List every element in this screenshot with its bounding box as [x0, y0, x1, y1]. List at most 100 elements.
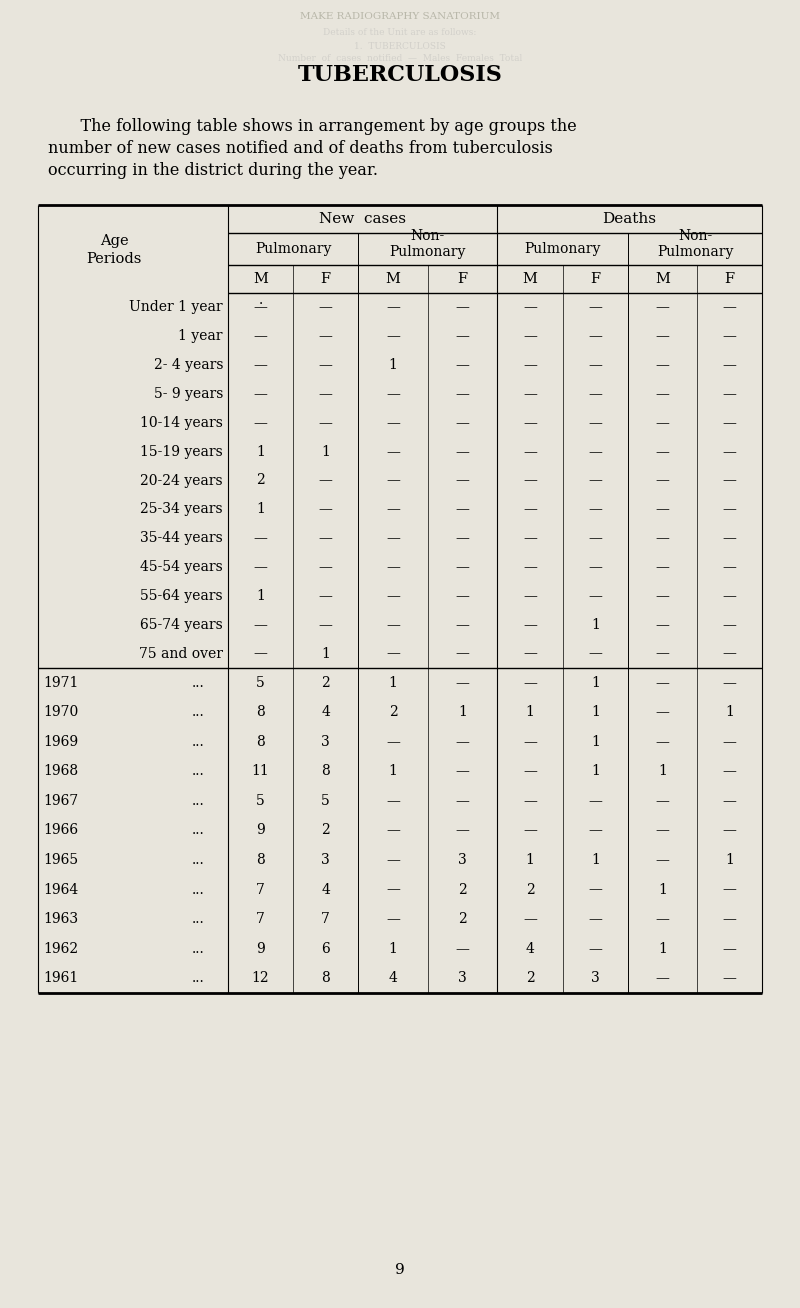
Text: —: — — [655, 445, 670, 459]
Text: —: — — [455, 942, 470, 956]
Text: Pulmonary: Pulmonary — [524, 242, 601, 256]
Text: —: — — [722, 301, 737, 314]
Text: 3: 3 — [458, 972, 467, 985]
Text: —: — — [722, 502, 737, 517]
Text: —: — — [523, 646, 537, 661]
Text: —: — — [254, 646, 267, 661]
Text: —: — — [722, 589, 737, 603]
Text: —: — — [589, 824, 602, 837]
Text: 5: 5 — [256, 794, 265, 808]
Text: 1: 1 — [458, 705, 467, 719]
Text: —: — — [455, 502, 470, 517]
Text: 1: 1 — [389, 764, 398, 778]
Text: 25-34 years: 25-34 years — [140, 502, 223, 517]
Text: 6: 6 — [321, 942, 330, 956]
Text: F: F — [725, 272, 734, 286]
Text: —: — — [455, 473, 470, 488]
Text: —: — — [722, 358, 737, 371]
Text: M: M — [655, 272, 670, 286]
Text: 4: 4 — [526, 942, 534, 956]
Text: 1: 1 — [389, 942, 398, 956]
Text: —: — — [523, 330, 537, 343]
Text: 9: 9 — [256, 942, 265, 956]
Text: M: M — [522, 272, 538, 286]
Text: 4: 4 — [389, 972, 398, 985]
Text: —: — — [386, 912, 400, 926]
Text: —: — — [523, 589, 537, 603]
Text: 7: 7 — [256, 912, 265, 926]
Text: —: — — [386, 387, 400, 402]
Text: —: — — [523, 676, 537, 689]
Text: ...: ... — [192, 824, 204, 837]
Text: M: M — [253, 272, 268, 286]
Text: —: — — [722, 912, 737, 926]
Text: TUBERCULOSIS: TUBERCULOSIS — [298, 64, 502, 86]
Text: Deaths: Deaths — [602, 212, 657, 226]
Text: 2: 2 — [321, 676, 330, 689]
Text: —: — — [655, 912, 670, 926]
Text: —: — — [455, 764, 470, 778]
Text: —: — — [455, 735, 470, 749]
Text: 2: 2 — [458, 912, 467, 926]
Text: —: — — [523, 445, 537, 459]
Text: —: — — [589, 560, 602, 574]
Text: —: — — [254, 617, 267, 632]
Text: —: — — [455, 589, 470, 603]
Text: 1: 1 — [591, 735, 600, 749]
Text: —: — — [455, 330, 470, 343]
Text: —: — — [589, 794, 602, 808]
Text: —: — — [523, 824, 537, 837]
Text: —: — — [722, 883, 737, 896]
Text: 1: 1 — [591, 853, 600, 867]
Text: ...: ... — [192, 942, 204, 956]
Text: —: — — [523, 301, 537, 314]
Text: 2: 2 — [321, 824, 330, 837]
Text: —: — — [655, 531, 670, 545]
Text: —: — — [722, 942, 737, 956]
Text: 1961: 1961 — [43, 972, 78, 985]
Text: —: — — [455, 358, 470, 371]
Text: 1: 1 — [256, 445, 265, 459]
Text: —: — — [655, 330, 670, 343]
Text: —: — — [523, 560, 537, 574]
Text: —: — — [589, 301, 602, 314]
Text: 1962: 1962 — [43, 942, 78, 956]
Text: —: — — [655, 301, 670, 314]
Text: —: — — [455, 531, 470, 545]
Text: —: — — [655, 735, 670, 749]
Text: 1: 1 — [321, 445, 330, 459]
Text: 9: 9 — [256, 824, 265, 837]
Text: Non-
Pulmonary: Non- Pulmonary — [390, 229, 466, 259]
Text: 1: 1 — [256, 502, 265, 517]
Text: 15-19 years: 15-19 years — [140, 445, 223, 459]
Text: —: — — [722, 560, 737, 574]
Text: —: — — [655, 416, 670, 430]
Text: 8: 8 — [321, 972, 330, 985]
Text: 1963: 1963 — [43, 912, 78, 926]
Text: ...: ... — [192, 735, 204, 749]
Text: —: — — [655, 676, 670, 689]
Text: —: — — [254, 531, 267, 545]
Text: —: — — [655, 617, 670, 632]
Text: —: — — [722, 416, 737, 430]
Text: —: — — [254, 387, 267, 402]
Text: —: — — [386, 794, 400, 808]
Text: F: F — [458, 272, 467, 286]
Text: —: — — [386, 531, 400, 545]
Text: —: — — [386, 646, 400, 661]
Text: —: — — [589, 358, 602, 371]
Text: 75 and over: 75 and over — [139, 646, 223, 661]
Text: —: — — [254, 358, 267, 371]
Text: ...: ... — [192, 705, 204, 719]
Text: —: — — [722, 531, 737, 545]
Text: —: — — [722, 387, 737, 402]
Text: —: — — [722, 735, 737, 749]
Text: —: — — [722, 764, 737, 778]
Text: —: — — [386, 502, 400, 517]
Text: —: — — [589, 387, 602, 402]
Text: 1: 1 — [725, 705, 734, 719]
Text: —: — — [655, 502, 670, 517]
Text: number of new cases notified and of deaths from tuberculosis: number of new cases notified and of deat… — [48, 140, 553, 157]
Text: —: — — [722, 617, 737, 632]
Text: 3: 3 — [591, 972, 600, 985]
